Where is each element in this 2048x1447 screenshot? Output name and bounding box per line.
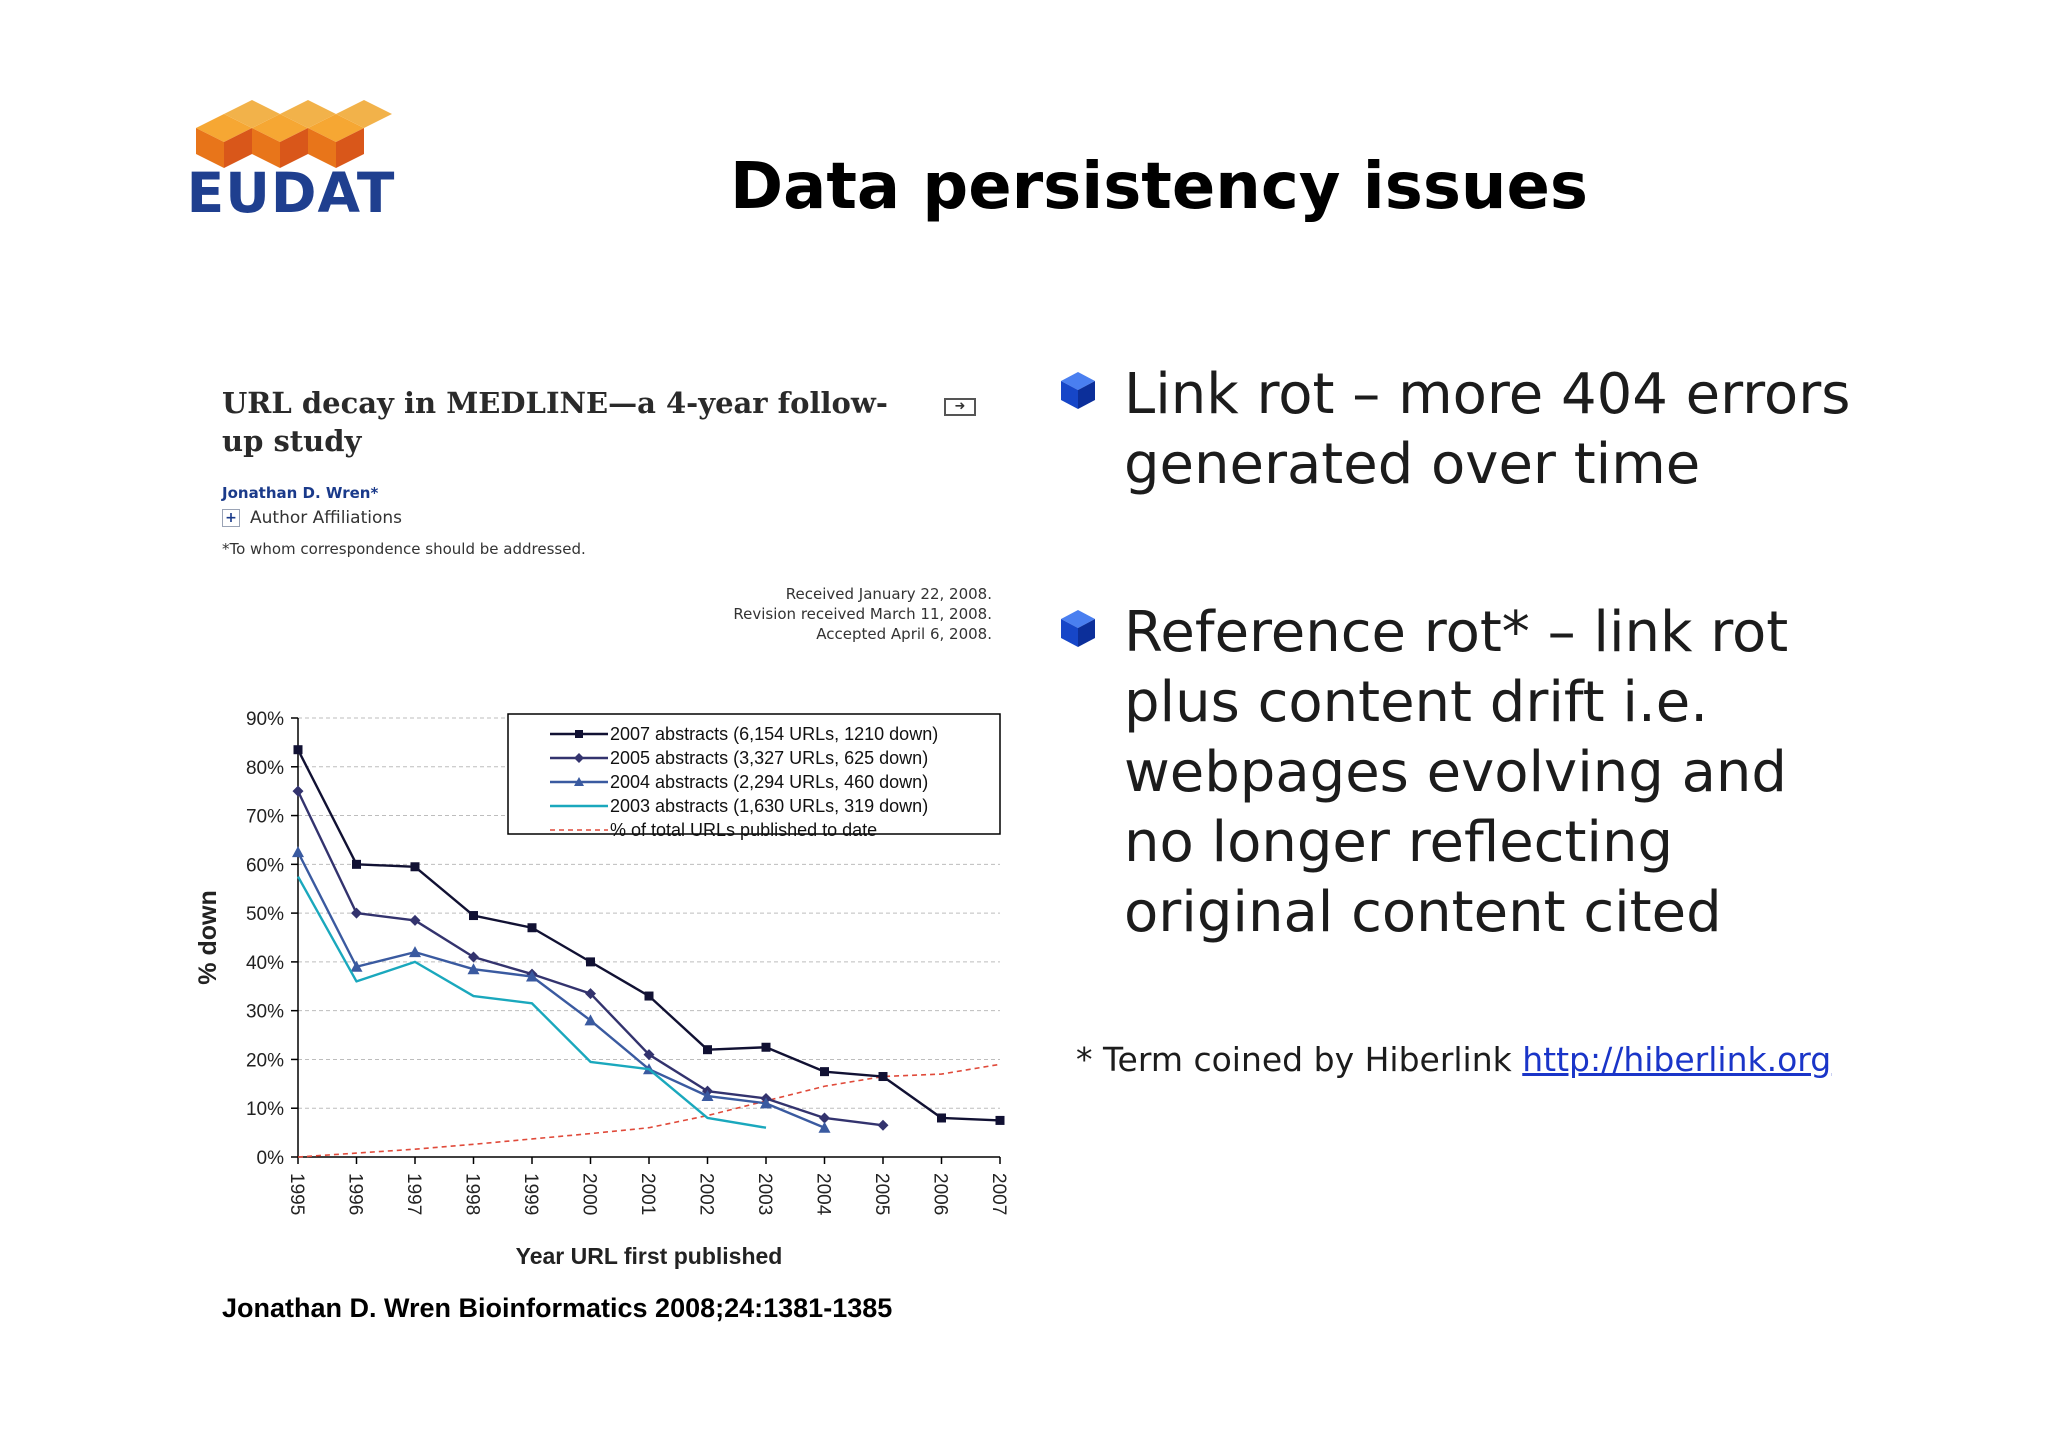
x-tick-label: 2007 — [988, 1173, 1009, 1215]
logo-text: EUDAT — [186, 161, 396, 225]
y-tick-label: 20% — [246, 1050, 284, 1071]
data-point — [293, 745, 303, 755]
legend-marker — [574, 753, 584, 763]
y-tick-label: 70% — [246, 807, 284, 828]
y-axis-label: % down — [194, 890, 222, 984]
data-point — [292, 785, 304, 797]
y-tick-label: 30% — [246, 1002, 284, 1023]
data-point — [761, 1042, 771, 1052]
legend-marker — [574, 777, 584, 786]
x-axis-label: Year URL first published — [516, 1243, 783, 1269]
bullet-text: Link rot – more 404 errors generated ove… — [1124, 362, 1851, 497]
series-line — [296, 851, 825, 1129]
author-affiliations-toggle[interactable]: + Author Affiliations — [222, 508, 1012, 528]
legend-label: % of total URLs published to date — [610, 820, 877, 840]
data-point — [585, 988, 596, 1000]
blue-cube-icon — [1061, 610, 1095, 647]
data-point — [820, 1067, 829, 1077]
data-point — [819, 1112, 830, 1124]
article-author[interactable]: Jonathan D. Wren* — [222, 484, 379, 502]
data-point — [352, 859, 361, 869]
data-point — [409, 946, 421, 958]
x-tick-label: 1997 — [403, 1173, 424, 1215]
legend-label: 2007 abstracts (6,154 URLs, 1210 down) — [610, 724, 938, 744]
bullet-text: Reference rot* – link rot plus content d… — [1124, 600, 1789, 945]
data-point — [350, 960, 363, 972]
series-line — [296, 875, 767, 1129]
x-tick-label: 2002 — [696, 1173, 717, 1215]
url-decay-chart: 0% 10% 20% 30% 40% 50% 60% 70% 80% 90% 1995 1996 199… — [194, 709, 1009, 1269]
data-point — [760, 1097, 772, 1109]
y-tick-label: 10% — [246, 1099, 284, 1120]
blue-cube-icon — [1061, 372, 1095, 409]
accepted-date: Accepted April 6, 2008. — [816, 625, 992, 643]
data-point — [468, 951, 479, 963]
article-dates: Received January 22, 2008. Revision rece… — [702, 584, 992, 644]
x-tick-label: 2004 — [813, 1173, 834, 1216]
x-tick-label: 2006 — [930, 1173, 951, 1215]
y-tick-label: 80% — [246, 758, 284, 779]
data-point — [644, 991, 654, 1001]
plus-icon[interactable]: + — [222, 509, 240, 527]
y-tick-label: 50% — [246, 904, 284, 925]
y-tick-label: 0% — [257, 1148, 285, 1169]
expand-arrow-icon[interactable]: ➜ — [944, 398, 976, 416]
logo-cubes-icon — [196, 100, 392, 168]
data-point — [409, 914, 421, 926]
revision-date: Revision received March 11, 2008. — [733, 605, 992, 623]
data-point — [643, 1049, 655, 1061]
y-tick-label: 60% — [246, 855, 284, 876]
y-tick-label: 90% — [246, 709, 284, 730]
correspondence-note: *To whom correspondence should be addres… — [222, 540, 586, 558]
legend-label: 2003 abstracts (1,630 URLs, 319 down) — [610, 796, 928, 816]
legend-label: 2005 abstracts (3,327 URLs, 625 down) — [610, 748, 928, 768]
data-point — [351, 907, 362, 919]
data-point — [703, 1045, 712, 1055]
article-header: URL decay in MEDLINE—a 4-year follow-up … — [222, 384, 1012, 643]
footnote: * Term coined by Hiberlink http://hiberl… — [1076, 1040, 1831, 1079]
article-title: URL decay in MEDLINE—a 4-year follow-up … — [222, 386, 888, 458]
hiberlink-link[interactable]: http://hiberlink.org — [1522, 1040, 1832, 1079]
data-point — [469, 911, 478, 921]
x-tick-label: 1995 — [286, 1173, 307, 1215]
data-point — [410, 862, 420, 872]
slide-title: Data persistency issues — [730, 150, 1588, 224]
data-point — [701, 1090, 714, 1102]
x-tick-label: 1999 — [520, 1173, 541, 1215]
x-tick-label: 2003 — [754, 1173, 775, 1215]
author-affiliations-label: Author Affiliations — [250, 508, 402, 528]
data-point — [937, 1113, 946, 1123]
x-tick-label: 1998 — [462, 1173, 483, 1215]
data-point — [526, 970, 538, 982]
x-tick-label: 1996 — [345, 1173, 366, 1215]
data-point — [877, 1119, 889, 1131]
eudat-logo: EUDAT — [186, 96, 396, 226]
x-tick-label: 2001 — [637, 1173, 658, 1215]
received-date: Received January 22, 2008. — [785, 585, 992, 603]
footnote-text: * Term coined by Hiberlink — [1076, 1040, 1523, 1079]
x-tick-label: 2000 — [579, 1173, 600, 1215]
data-point — [467, 963, 480, 975]
data-point — [995, 1115, 1005, 1125]
x-tick-label: 2005 — [871, 1173, 892, 1215]
data-point — [818, 1121, 831, 1133]
data-point — [584, 1014, 597, 1026]
data-point — [586, 957, 595, 967]
citation: Jonathan D. Wren Bioinformatics 2008;24:… — [222, 1293, 893, 1323]
data-point — [878, 1072, 888, 1082]
legend-marker — [575, 730, 583, 738]
data-point — [527, 923, 537, 933]
data-point — [292, 846, 304, 858]
series-line — [297, 1063, 1001, 1158]
legend-label: 2004 abstracts (2,294 URLs, 460 down) — [610, 772, 928, 792]
y-tick-label: 40% — [246, 953, 284, 974]
